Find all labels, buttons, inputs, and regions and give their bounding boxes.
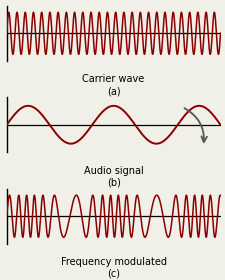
Text: Frequency modulated
(c): Frequency modulated (c) bbox=[61, 257, 167, 279]
Text: Audio signal
(b): Audio signal (b) bbox=[84, 166, 144, 188]
Text: Carrier wave
(a): Carrier wave (a) bbox=[83, 74, 145, 96]
